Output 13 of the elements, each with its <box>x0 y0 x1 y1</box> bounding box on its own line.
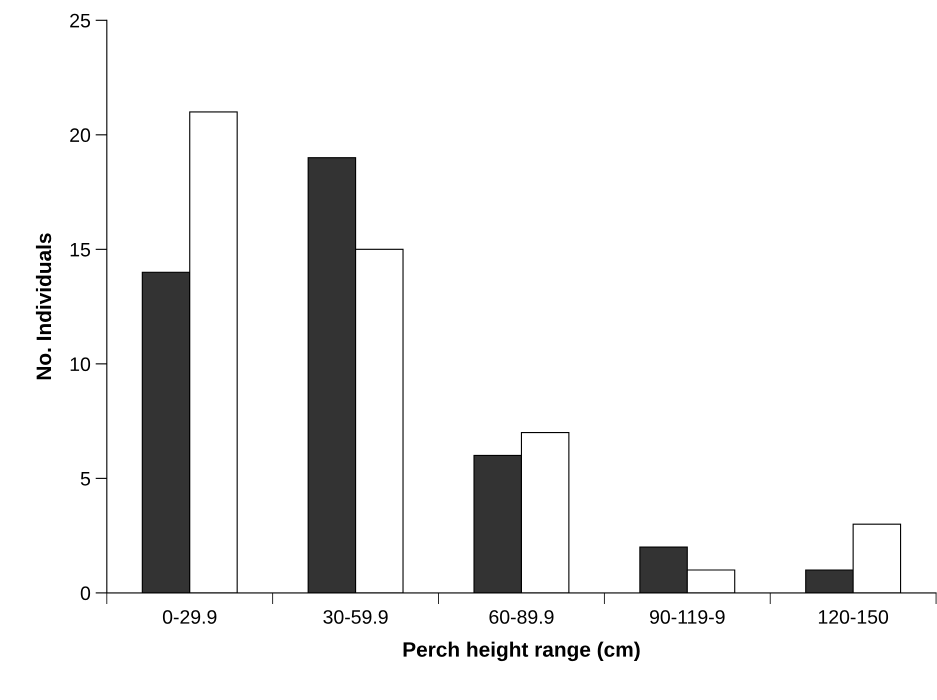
x-tick-label: 30-59.9 <box>323 610 388 624</box>
x-tick-label: 0-29.9 <box>162 610 216 624</box>
x-tick-label: 120-150 <box>818 610 888 624</box>
y-tick-label: 10 <box>70 357 90 372</box>
y-tick-label: 15 <box>70 243 90 257</box>
y-tick-label: 20 <box>70 128 90 142</box>
x-tick-label: 60-89.9 <box>489 610 554 624</box>
y-tick-label: 25 <box>70 14 90 28</box>
y-tick-label: 5 <box>80 472 90 486</box>
y-tick-label: 0 <box>80 586 90 600</box>
y-axis-title: No. Individuals <box>36 233 52 380</box>
x-axis-title: Perch height range (cm) <box>404 642 640 662</box>
x-tick-label: 90-119-9 <box>650 610 725 624</box>
